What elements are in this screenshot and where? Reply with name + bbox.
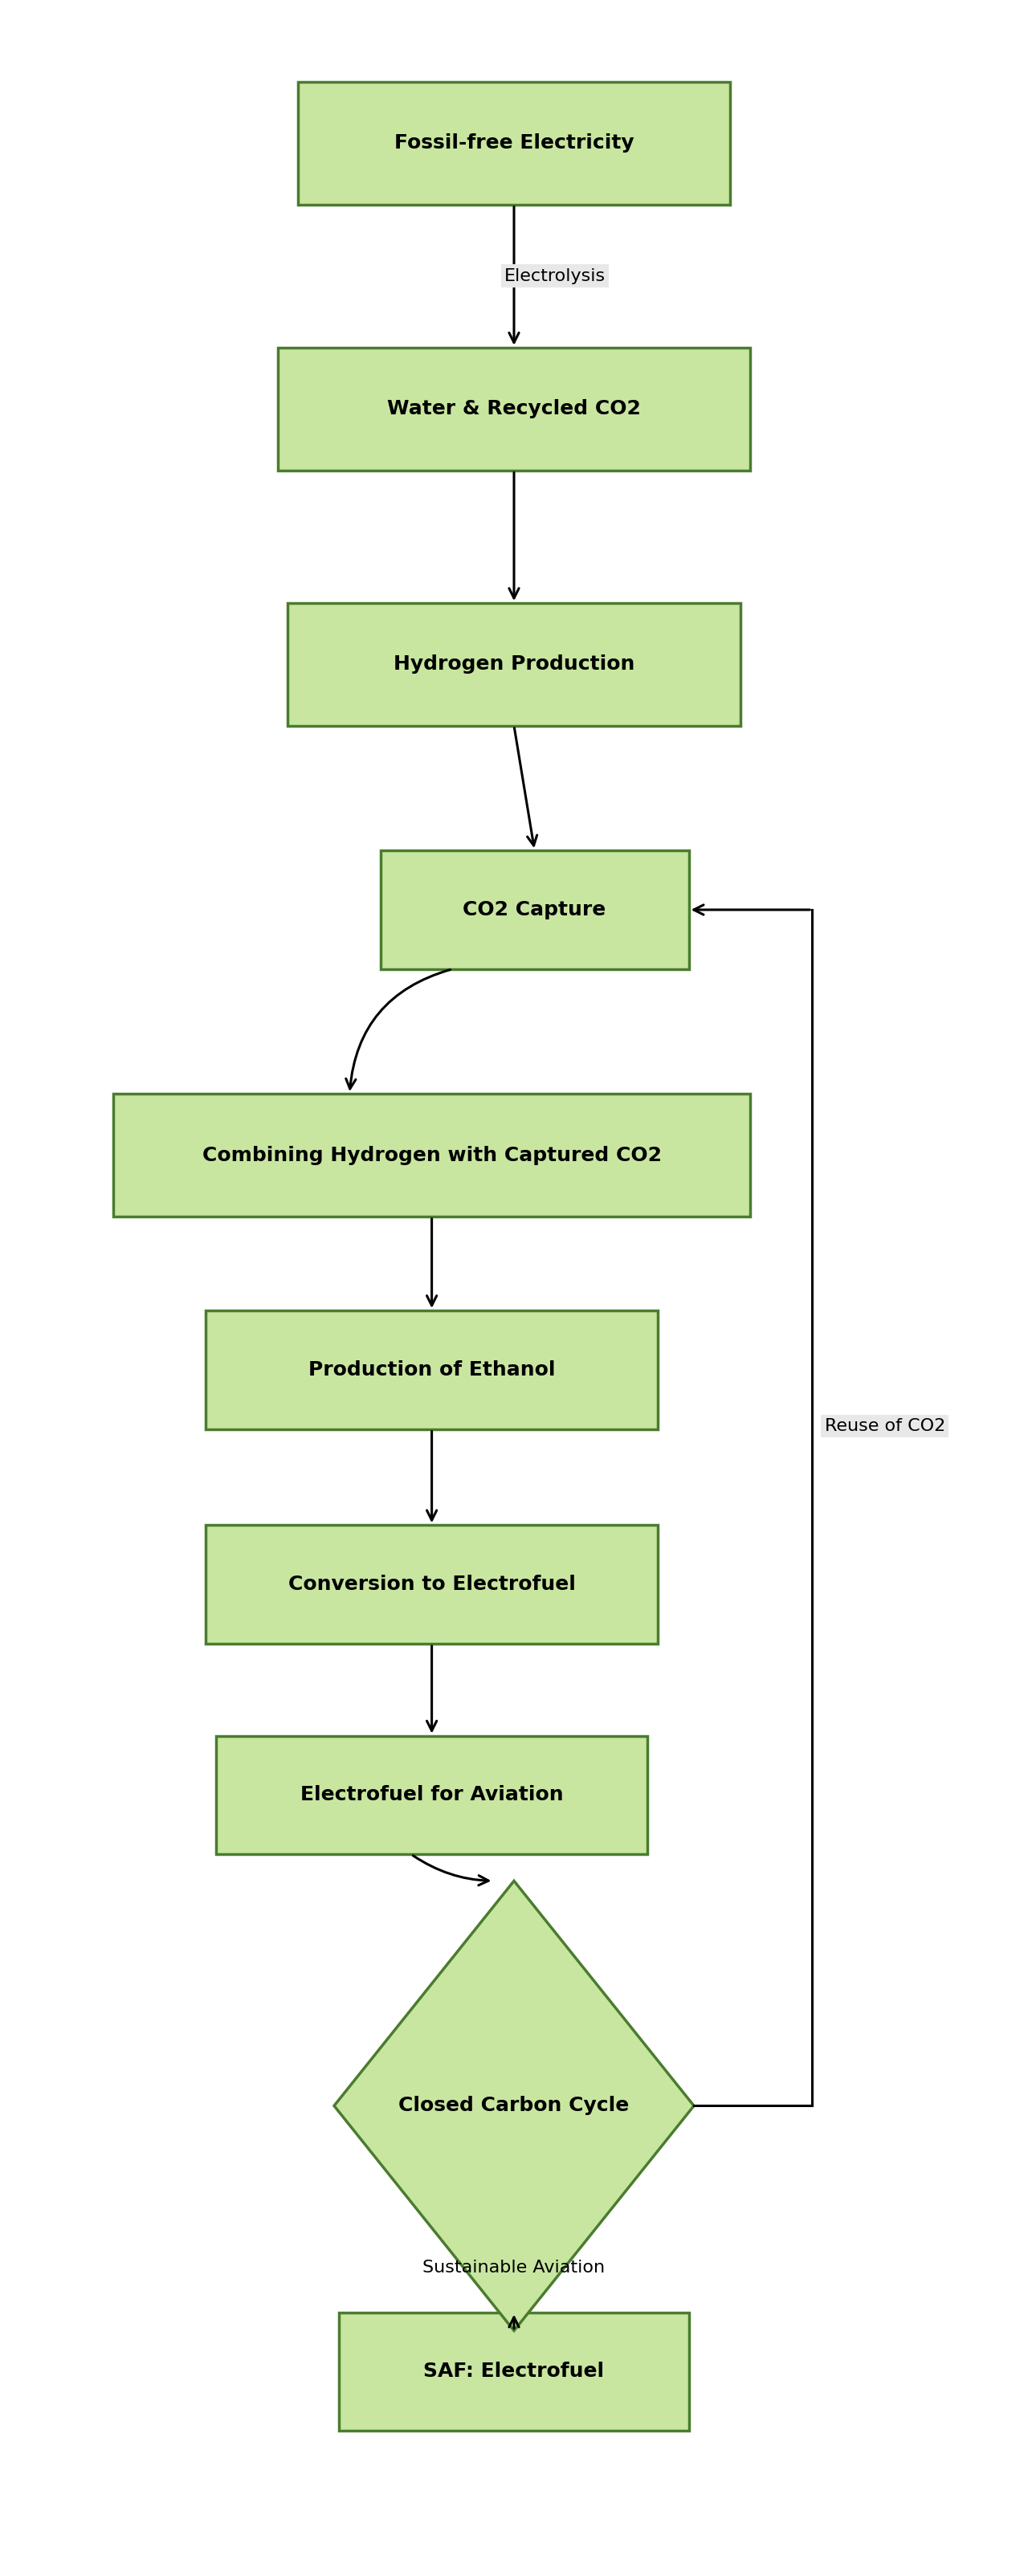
Text: Reuse of CO2: Reuse of CO2 (824, 1417, 945, 1435)
Polygon shape (334, 1880, 694, 2331)
Text: Hydrogen Production: Hydrogen Production (394, 654, 634, 675)
FancyBboxPatch shape (288, 603, 740, 726)
Text: CO2 Capture: CO2 Capture (463, 899, 607, 920)
Text: Production of Ethanol: Production of Ethanol (308, 1360, 555, 1378)
FancyBboxPatch shape (339, 2313, 689, 2432)
FancyBboxPatch shape (216, 1736, 648, 1855)
Text: Electrofuel for Aviation: Electrofuel for Aviation (300, 1785, 563, 1806)
FancyBboxPatch shape (113, 1095, 750, 1216)
FancyBboxPatch shape (206, 1311, 658, 1430)
Text: Water & Recycled CO2: Water & Recycled CO2 (388, 399, 640, 417)
Text: Closed Carbon Cycle: Closed Carbon Cycle (399, 2097, 629, 2115)
FancyBboxPatch shape (206, 1525, 658, 1643)
Text: Conversion to Electrofuel: Conversion to Electrofuel (288, 1574, 576, 1595)
Text: SAF: Electrofuel: SAF: Electrofuel (424, 2362, 604, 2380)
Text: Sustainable Aviation: Sustainable Aviation (423, 2259, 605, 2275)
FancyBboxPatch shape (278, 348, 750, 471)
Text: Fossil-free Electricity: Fossil-free Electricity (394, 134, 634, 152)
FancyBboxPatch shape (380, 850, 689, 969)
Text: Combining Hydrogen with Captured CO2: Combining Hydrogen with Captured CO2 (203, 1146, 661, 1164)
Text: Electrolysis: Electrolysis (505, 268, 605, 283)
FancyBboxPatch shape (298, 82, 730, 204)
